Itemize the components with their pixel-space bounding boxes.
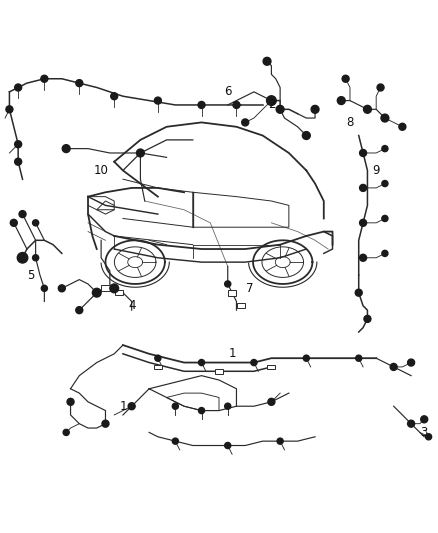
Circle shape [58,285,65,292]
Text: 1: 1 [119,400,127,413]
FancyBboxPatch shape [101,285,110,292]
Circle shape [137,149,145,157]
Circle shape [155,355,161,361]
Circle shape [421,416,427,423]
Circle shape [268,398,275,405]
Circle shape [382,215,388,222]
Circle shape [76,79,83,87]
Circle shape [17,253,28,263]
Circle shape [277,438,283,444]
Circle shape [233,101,240,108]
Circle shape [356,355,362,361]
Circle shape [251,359,257,366]
Circle shape [225,403,231,409]
Circle shape [382,181,388,187]
FancyBboxPatch shape [154,365,162,369]
Circle shape [267,96,276,106]
Circle shape [303,355,309,361]
Circle shape [382,251,388,256]
Circle shape [390,364,397,370]
Circle shape [198,408,205,414]
Circle shape [342,75,349,82]
Circle shape [399,123,406,130]
Circle shape [382,146,388,152]
Circle shape [360,184,367,191]
Circle shape [364,316,371,322]
FancyBboxPatch shape [215,369,223,374]
Circle shape [14,158,21,165]
Circle shape [92,288,101,297]
Text: 6: 6 [224,85,231,99]
Circle shape [111,93,118,100]
Circle shape [41,285,47,292]
Circle shape [311,106,319,113]
Text: 10: 10 [94,164,109,177]
Circle shape [225,442,231,449]
Circle shape [6,106,13,113]
Circle shape [102,420,109,427]
Circle shape [198,359,205,366]
Circle shape [337,96,345,104]
Circle shape [302,132,310,140]
Text: 1: 1 [228,348,236,360]
Circle shape [14,84,21,91]
FancyBboxPatch shape [268,365,276,369]
Circle shape [263,58,271,65]
Circle shape [225,281,231,287]
Circle shape [360,149,367,157]
Text: 2: 2 [268,99,275,111]
Text: 8: 8 [346,116,353,129]
Circle shape [364,106,371,113]
Circle shape [110,284,119,293]
Circle shape [76,306,83,313]
Circle shape [426,434,431,440]
Circle shape [128,403,135,410]
Circle shape [377,84,384,91]
Text: 3: 3 [420,426,428,439]
Circle shape [360,220,367,227]
Circle shape [172,438,178,444]
FancyBboxPatch shape [237,303,245,309]
Circle shape [41,75,48,82]
Circle shape [198,101,205,108]
Circle shape [11,220,17,227]
Circle shape [62,144,70,152]
Circle shape [276,106,284,113]
Circle shape [360,254,367,261]
FancyBboxPatch shape [115,290,123,295]
Circle shape [242,119,249,126]
FancyBboxPatch shape [228,290,237,295]
Circle shape [154,97,161,104]
Text: 7: 7 [246,282,253,295]
Circle shape [408,359,415,366]
Text: 4: 4 [128,300,135,312]
Circle shape [67,398,74,405]
Circle shape [381,114,389,122]
Text: 5: 5 [28,269,35,282]
Circle shape [408,420,415,427]
Circle shape [32,220,39,226]
Circle shape [19,211,26,217]
Circle shape [14,141,21,148]
Text: 9: 9 [372,164,380,177]
Circle shape [172,403,178,409]
Circle shape [355,289,362,296]
Circle shape [32,255,39,261]
Circle shape [63,430,69,435]
